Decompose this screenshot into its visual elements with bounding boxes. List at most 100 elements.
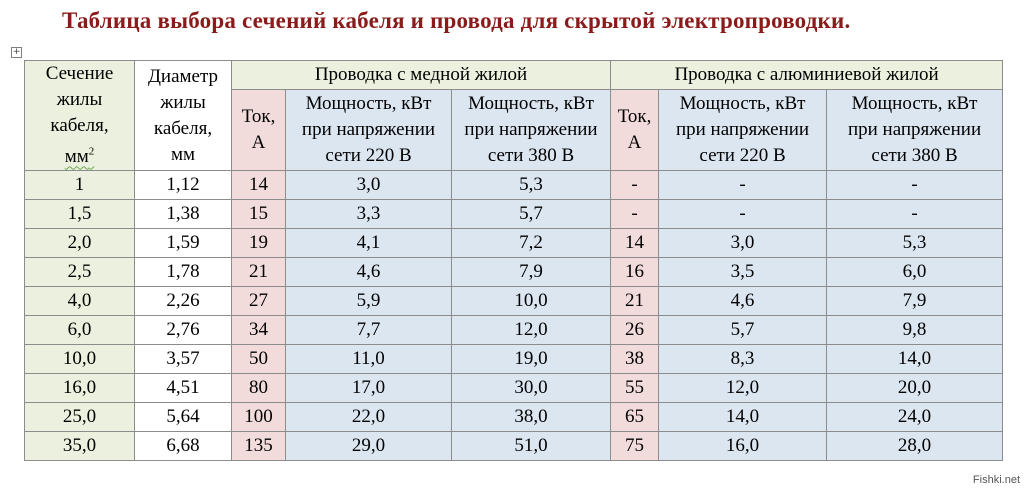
cell-cu-current: 14 <box>231 170 286 201</box>
cell-al-power-380: 9,8 <box>826 315 1004 346</box>
cell-cu-current: 27 <box>231 286 286 317</box>
cell-al-power-380: - <box>826 170 1004 201</box>
header-aluminum-group: Проводка с алюминиевой жилой <box>610 60 1004 90</box>
cell-cu-power-220: 5,9 <box>285 286 452 317</box>
cell-section: 35,0 <box>24 431 135 462</box>
cell-cu-power-220: 7,7 <box>285 315 452 346</box>
table-row: 25,0 5,64 100 22,0 38,0 65 14,0 24,0 <box>24 402 1004 433</box>
cell-al-current: 16 <box>610 257 660 288</box>
cell-al-current: 26 <box>610 315 660 346</box>
cell-cu-power-380: 5,3 <box>450 170 612 201</box>
cell-cu-power-380: 7,2 <box>450 228 612 259</box>
cell-cu-power-220: 17,0 <box>285 373 452 404</box>
table-row: 35,0 6,68 135 29,0 51,0 75 16,0 28,0 <box>24 431 1004 462</box>
cell-cu-power-380: 51,0 <box>450 431 612 462</box>
cell-cu-power-220: 3,0 <box>285 170 452 201</box>
cell-diameter: 3,57 <box>134 344 232 375</box>
cell-section: 6,0 <box>24 315 135 346</box>
table-row: 1,5 1,38 15 3,3 5,7- - - <box>24 199 1004 230</box>
table-row: 16,0 4,51 80 17,0 30,0 55 12,0 20,0 <box>24 373 1004 404</box>
cell-cu-power-220: 4,6 <box>285 257 452 288</box>
header-copper-group: Проводка с медной жилой <box>230 60 612 90</box>
cell-diameter: 6,68 <box>134 431 232 462</box>
cell-al-current: 55 <box>610 373 660 404</box>
cell-al-power-220: 12,0 <box>658 373 828 404</box>
cell-al-power-220: 16,0 <box>658 431 828 462</box>
cell-cu-current: 34 <box>231 315 286 346</box>
cell-cu-current: 100 <box>231 402 286 433</box>
cell-al-current: 21 <box>610 286 660 317</box>
cell-diameter: 2,76 <box>134 315 232 346</box>
header-cu-power-220: Мощность, кВт при напряжении сети 220 В <box>285 88 452 172</box>
cell-al-power-220: - <box>658 170 828 201</box>
cell-cu-power-220: 29,0 <box>285 431 452 462</box>
cell-section: 2,0 <box>24 228 135 259</box>
cell-cu-power-220: 4,1 <box>285 228 452 259</box>
header-al-current: Ток, А <box>610 88 660 172</box>
cell-al-power-220: 14,0 <box>658 402 828 433</box>
cell-cu-power-380: 30,0 <box>450 373 612 404</box>
cell-diameter: 5,64 <box>134 402 232 433</box>
cell-al-power-220: 8,3 <box>658 344 828 375</box>
cell-cu-current: 50 <box>231 344 286 375</box>
cell-cu-power-380: 38,0 <box>450 402 612 433</box>
table-row: 1 1,12 14 3,0 5,3- - - <box>24 170 1004 201</box>
cell-cu-power-220: 22,0 <box>285 402 452 433</box>
table-row: 2,5 1,78 21 4,6 7,9 16 3,5 6,0 <box>24 257 1004 288</box>
cell-cu-power-220: 3,3 <box>285 199 452 230</box>
table-row: 4,0 2,26 27 5,9 10,0 21 4,6 7,9 <box>24 286 1004 317</box>
cell-al-current: 75 <box>610 431 660 462</box>
cell-diameter: 1,78 <box>134 257 232 288</box>
table-row: 10,0 3,57 50 11,0 19,0 38 8,3 14,0 <box>24 344 1004 375</box>
cell-al-current: 65 <box>610 402 660 433</box>
cell-al-power-380: 14,0 <box>826 344 1004 375</box>
cell-section: 1 <box>24 170 135 201</box>
header-al-power-380: Мощность, кВт при напряжении сети 380 В <box>826 88 1004 172</box>
cable-selection-table: Сечение жилы кабеля, мм2 Диаметр жилы ка… <box>24 59 1004 462</box>
cell-al-power-380: 28,0 <box>826 431 1004 462</box>
cell-cu-power-380: 5,7 <box>450 199 612 230</box>
cell-al-power-220: 3,0 <box>658 228 828 259</box>
cell-section: 4,0 <box>24 286 135 317</box>
cell-section: 1,5 <box>24 199 135 230</box>
cell-section: 25,0 <box>24 402 135 433</box>
cell-al-power-220: 3,5 <box>658 257 828 288</box>
watermark: Fishki.net <box>972 474 1020 486</box>
cell-al-power-380: 24,0 <box>826 402 1004 433</box>
cell-cu-power-380: 19,0 <box>450 344 612 375</box>
cell-cu-power-380: 12,0 <box>450 315 612 346</box>
cell-section: 16,0 <box>24 373 135 404</box>
cell-al-power-380: 7,9 <box>826 286 1004 317</box>
cell-cu-current: 19 <box>231 228 286 259</box>
cell-cu-power-380: 10,0 <box>450 286 612 317</box>
cell-cu-power-220: 11,0 <box>285 344 452 375</box>
cell-section: 10,0 <box>24 344 135 375</box>
cell-al-power-380: 5,3 <box>826 228 1004 259</box>
page-title: Таблица выбора сечений кабеля и провода … <box>62 8 851 33</box>
cell-cu-current: 80 <box>231 373 286 404</box>
header-al-power-220: Мощность, кВт при напряжении сети 220 В <box>658 88 828 172</box>
cell-al-current: - <box>610 199 660 230</box>
table-move-handle-icon[interactable]: + <box>11 47 22 58</box>
cell-cu-current: 15 <box>231 199 286 230</box>
cell-cu-power-380: 7,9 <box>450 257 612 288</box>
cell-al-current: 38 <box>610 344 660 375</box>
header-diameter: Диаметр жилы кабеля, мм <box>134 59 232 172</box>
header-cu-current: Ток, А <box>231 88 286 172</box>
cell-diameter: 2,26 <box>134 286 232 317</box>
table-row: 6,0 2,76 34 7,7 12,0 26 5,7 9,8 <box>24 315 1004 346</box>
header-section: Сечение жилы кабеля, мм2 <box>24 59 135 172</box>
cell-section: 2,5 <box>24 257 135 288</box>
cell-al-power-380: - <box>826 199 1004 230</box>
cell-diameter: 1,38 <box>134 199 232 230</box>
cell-diameter: 1,59 <box>134 228 232 259</box>
cell-cu-current: 135 <box>231 431 286 462</box>
cell-diameter: 1,12 <box>134 170 232 201</box>
table-row: 2,0 1,59 19 4,1 7,2 14 3,0 5,3 <box>24 228 1004 259</box>
cell-al-power-220: 5,7 <box>658 315 828 346</box>
cell-al-power-220: 4,6 <box>658 286 828 317</box>
cell-al-power-380: 6,0 <box>826 257 1004 288</box>
header-cu-power-380: Мощность, кВт при напряжении сети 380 В <box>450 88 612 172</box>
cell-al-power-380: 20,0 <box>826 373 1004 404</box>
cell-al-current: - <box>610 170 660 201</box>
